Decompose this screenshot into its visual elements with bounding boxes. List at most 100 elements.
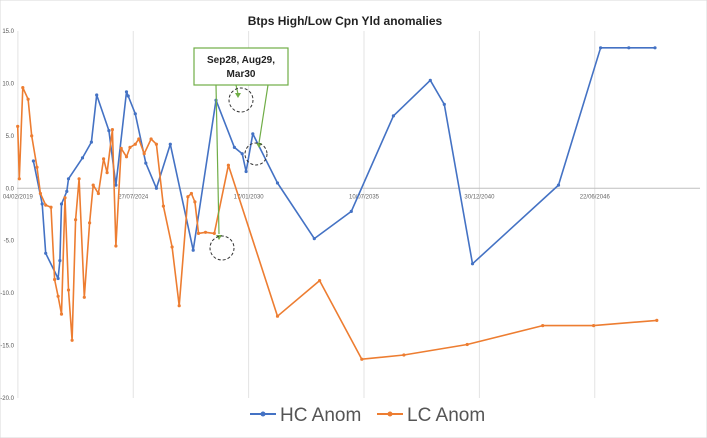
lc-anom-point bbox=[96, 191, 100, 196]
lc-anom-point bbox=[16, 124, 20, 128]
hc-anom-point bbox=[251, 132, 255, 136]
lc-anom-point bbox=[170, 245, 174, 249]
lc-anom-point bbox=[154, 142, 158, 146]
x-tick-label: 17/01/2030 bbox=[234, 194, 265, 200]
hc-anom-point bbox=[312, 237, 316, 241]
y-tick-label: -5.0 bbox=[4, 239, 15, 245]
lc-anom-point bbox=[177, 304, 181, 308]
legend-marker-lc-anom bbox=[387, 411, 393, 417]
hc-anom-point bbox=[95, 93, 99, 97]
legend: HC Anom LC Anom bbox=[250, 405, 485, 426]
hc-anom-point bbox=[31, 159, 35, 163]
hc-anom-point bbox=[126, 94, 130, 98]
callout-arrowhead-aug29 bbox=[235, 93, 241, 98]
lc-anom-point bbox=[88, 221, 92, 225]
hc-anom-point bbox=[275, 181, 280, 185]
y-axis: 15.0 10.0 5.0 0.0 -5.0 -10.0 -15.0 -20.0 bbox=[0, 29, 14, 402]
lc-anom-point bbox=[66, 288, 71, 292]
hc-anom-point bbox=[168, 142, 172, 146]
hc-anom-point bbox=[133, 112, 137, 116]
lc-anom-point bbox=[119, 146, 123, 150]
hc-anom-point bbox=[599, 46, 603, 50]
lc-anom-point bbox=[212, 231, 216, 235]
hc-anom-point bbox=[556, 183, 561, 187]
y-tick-label: 0.0 bbox=[6, 186, 15, 192]
y-tick-label: -15.0 bbox=[0, 344, 14, 350]
lc-anom-point bbox=[137, 137, 141, 141]
lc-anom-point bbox=[318, 279, 322, 283]
lc-anom-point bbox=[114, 244, 118, 248]
hc-anom-point bbox=[124, 90, 129, 94]
legend-label-hc-anom: HC Anom bbox=[280, 405, 361, 426]
hc-anom-point bbox=[80, 156, 85, 160]
hc-anom-point bbox=[240, 152, 244, 156]
lc-anom-point bbox=[161, 204, 165, 208]
lc-anom-point bbox=[63, 196, 67, 200]
hc-anom-point bbox=[470, 262, 475, 266]
lc-anom-point bbox=[53, 277, 57, 282]
callout-arrow-aug29 bbox=[235, 84, 239, 95]
highlight-circle-aug29 bbox=[228, 87, 254, 113]
lc-anom-point bbox=[124, 155, 129, 159]
lc-anom-point bbox=[21, 86, 25, 90]
hc-anom-point bbox=[191, 248, 195, 252]
lc-anom-point bbox=[105, 171, 109, 175]
hc-anom-point bbox=[65, 189, 69, 193]
lc-anom-point bbox=[189, 191, 193, 196]
hc-anom-point bbox=[89, 140, 93, 144]
lc-anom-point bbox=[149, 137, 153, 141]
callout-arrow-sep28 bbox=[215, 84, 220, 235]
highlight-circle-sep28 bbox=[209, 235, 235, 261]
chart-title: Btps High/Low Cpn Yld anomalies bbox=[248, 14, 443, 28]
lc-anom-point bbox=[275, 314, 280, 318]
hc-anom-point bbox=[107, 129, 111, 133]
hc-anom-point bbox=[391, 114, 395, 118]
lc-anom-point bbox=[26, 97, 30, 101]
lc-anom-point bbox=[17, 177, 21, 181]
x-tick-label: 04/02/2019 bbox=[3, 194, 34, 200]
series-lines bbox=[16, 46, 659, 361]
lc-anom-point bbox=[82, 295, 86, 299]
lc-anom-point bbox=[110, 128, 114, 132]
lc-anom-point bbox=[465, 342, 469, 347]
x-axis: 04/02/2019 27/07/2024 17/01/2030 10/07/2035… bbox=[3, 187, 700, 200]
hc-anom-point bbox=[40, 202, 44, 206]
hc-anom-point bbox=[59, 202, 64, 206]
lc-anom-point bbox=[74, 218, 78, 222]
y-tick-label: 5.0 bbox=[6, 134, 15, 140]
y-tick-label: -20.0 bbox=[0, 396, 14, 402]
y-tick-label: 15.0 bbox=[2, 29, 14, 35]
lc-anom-point bbox=[193, 200, 197, 204]
callout-arrowhead-sep28 bbox=[216, 235, 222, 240]
hc-anom-point bbox=[114, 183, 118, 187]
lc-anom-point bbox=[541, 324, 545, 328]
callout-text-line-1: Sep28, Aug29, bbox=[207, 55, 275, 66]
legend-marker-hc-anom bbox=[260, 411, 266, 417]
hc-anom-point bbox=[627, 46, 631, 50]
hc-anom-point bbox=[56, 276, 60, 281]
lc-anom-point bbox=[56, 294, 60, 298]
x-tick-label: 30/12/2040 bbox=[464, 194, 495, 200]
callout-arrow-mar30 bbox=[258, 84, 269, 144]
x-tick-label: 27/07/2024 bbox=[118, 194, 149, 200]
grid-lines bbox=[17, 31, 596, 398]
lc-anom-point bbox=[203, 230, 208, 234]
lc-anom-point bbox=[91, 183, 95, 187]
x-tick-label: 22/06/2046 bbox=[580, 194, 611, 200]
lc-anom-point bbox=[360, 357, 364, 361]
x-tick-label: 10/07/2035 bbox=[349, 194, 380, 200]
lc-anom-point bbox=[226, 163, 230, 167]
lc-anom-point bbox=[592, 324, 596, 328]
y-tick-label: -10.0 bbox=[0, 291, 14, 297]
lc-anom-point bbox=[49, 205, 53, 209]
hc-anom-point bbox=[232, 145, 236, 149]
hc-anom-point bbox=[442, 102, 446, 106]
y-tick-label: 10.0 bbox=[2, 81, 14, 87]
lc-anom-point bbox=[142, 152, 146, 156]
annotation-callout: Sep28, Aug29, Mar30 bbox=[193, 47, 289, 261]
lc-anom-point bbox=[44, 203, 48, 207]
lc-anom-point bbox=[128, 145, 132, 149]
callout-box bbox=[193, 47, 289, 86]
